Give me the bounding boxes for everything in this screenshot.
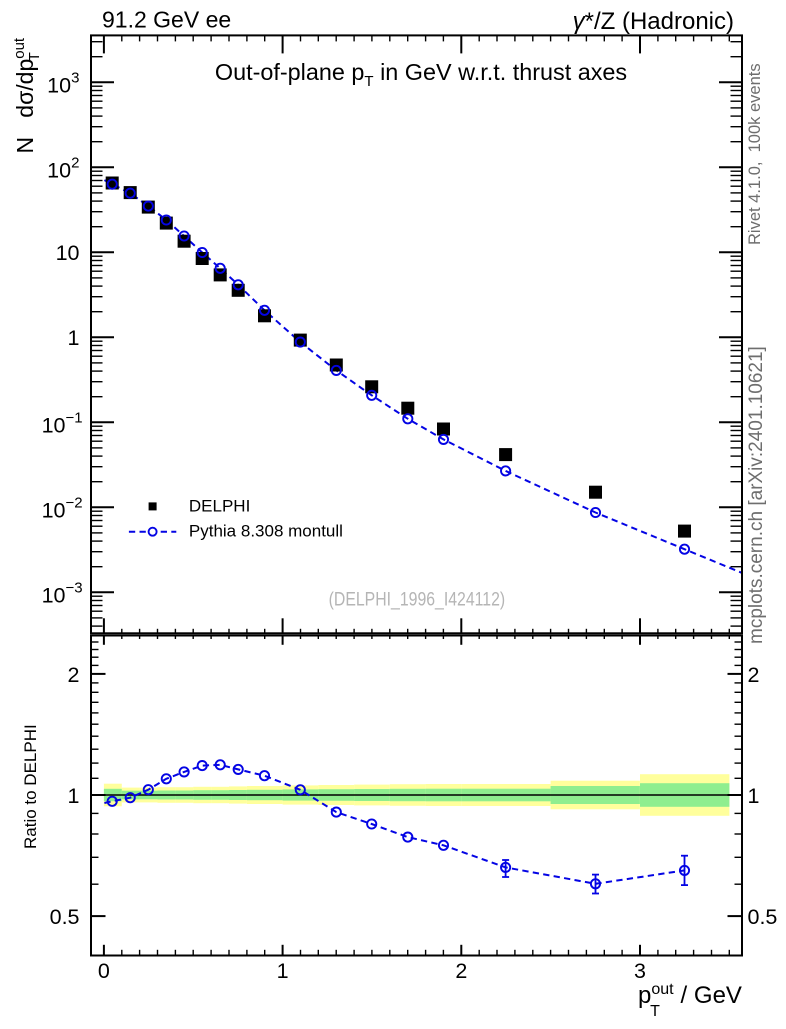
- svg-text:DELPHI: DELPHI: [189, 497, 250, 516]
- svg-text:3: 3: [634, 959, 646, 983]
- svg-text:3: 3: [71, 70, 79, 87]
- svg-text:−2: −2: [66, 495, 83, 512]
- svg-text:10: 10: [47, 159, 71, 183]
- svg-text:10: 10: [42, 414, 66, 438]
- svg-text:2: 2: [455, 959, 467, 983]
- svg-text:0.5: 0.5: [50, 905, 80, 929]
- svg-text:−3: −3: [66, 580, 83, 597]
- svg-text:10: 10: [42, 584, 66, 608]
- svg-text:1: 1: [748, 784, 760, 808]
- svg-text:10: 10: [47, 74, 71, 98]
- svg-text:−1: −1: [66, 410, 83, 427]
- svg-text:2: 2: [68, 663, 80, 687]
- svg-text:10: 10: [42, 499, 66, 523]
- svg-text:0.5: 0.5: [748, 905, 778, 929]
- svg-text:1: 1: [68, 784, 80, 808]
- svg-text:1: 1: [277, 959, 289, 983]
- svg-text:γ*/Z (Hadronic): γ*/Z (Hadronic): [573, 8, 734, 35]
- svg-text:mcplots.cern.ch [arXiv:2401.10: mcplots.cern.ch [arXiv:2401.10621]: [746, 346, 767, 644]
- svg-text:0: 0: [98, 959, 110, 983]
- svg-text:91.2 GeV ee: 91.2 GeV ee: [102, 7, 231, 33]
- svg-text:2: 2: [748, 663, 760, 687]
- svg-text:Pythia 8.308 montull: Pythia 8.308 montull: [189, 521, 343, 540]
- svg-text:10: 10: [56, 241, 80, 265]
- svg-text:Out-of-plane pT in GeV w.r.t.: Out-of-plane pT in GeV w.r.t. thrust axe…: [215, 59, 627, 90]
- svg-text:2: 2: [71, 155, 79, 172]
- svg-text:Rivet 4.1.0, 100k events: Rivet 4.1.0, 100k events: [746, 63, 764, 245]
- svg-text:1: 1: [68, 326, 80, 350]
- svg-text:Ratio to DELPHI: Ratio to DELPHI: [21, 724, 40, 849]
- svg-text:(DELPHI_1996_I424112): (DELPHI_1996_I424112): [329, 589, 506, 611]
- svg-text:N dσ/dpoutT: N dσ/dpoutT: [11, 37, 43, 153]
